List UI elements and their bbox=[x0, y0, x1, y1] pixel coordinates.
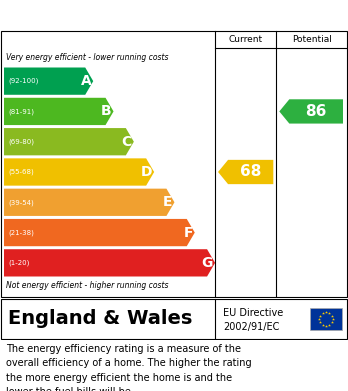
Text: 2002/91/EC: 2002/91/EC bbox=[223, 321, 279, 332]
Text: (69-80): (69-80) bbox=[8, 138, 34, 145]
Text: F: F bbox=[183, 226, 193, 240]
Polygon shape bbox=[4, 68, 93, 95]
Text: (92-100): (92-100) bbox=[8, 78, 38, 84]
Text: 68: 68 bbox=[240, 165, 261, 179]
Text: (39-54): (39-54) bbox=[8, 199, 34, 206]
Polygon shape bbox=[4, 158, 154, 186]
Polygon shape bbox=[279, 99, 343, 124]
Polygon shape bbox=[4, 128, 134, 155]
Text: E: E bbox=[163, 195, 173, 209]
Text: The energy efficiency rating is a measure of the
overall efficiency of a home. T: The energy efficiency rating is a measur… bbox=[6, 344, 252, 391]
Text: B: B bbox=[101, 104, 111, 118]
Text: England & Wales: England & Wales bbox=[8, 310, 192, 328]
Text: (1-20): (1-20) bbox=[8, 260, 29, 266]
Bar bbox=[310, 308, 342, 330]
Text: 86: 86 bbox=[306, 104, 327, 119]
Text: Current: Current bbox=[229, 34, 263, 43]
Polygon shape bbox=[4, 98, 113, 125]
Text: Potential: Potential bbox=[292, 34, 332, 43]
Text: (21-38): (21-38) bbox=[8, 229, 34, 236]
Text: C: C bbox=[121, 135, 132, 149]
Polygon shape bbox=[4, 219, 195, 246]
Polygon shape bbox=[4, 249, 215, 276]
Text: Energy Efficiency Rating: Energy Efficiency Rating bbox=[8, 7, 218, 23]
Text: (55-68): (55-68) bbox=[8, 169, 34, 175]
Polygon shape bbox=[218, 160, 273, 184]
Text: Not energy efficient - higher running costs: Not energy efficient - higher running co… bbox=[6, 282, 168, 291]
Text: A: A bbox=[80, 74, 91, 88]
Text: D: D bbox=[141, 165, 152, 179]
Text: (81-91): (81-91) bbox=[8, 108, 34, 115]
Text: EU Directive: EU Directive bbox=[223, 308, 283, 318]
Text: Very energy efficient - lower running costs: Very energy efficient - lower running co… bbox=[6, 54, 168, 63]
Polygon shape bbox=[4, 188, 174, 216]
Text: G: G bbox=[202, 256, 213, 270]
